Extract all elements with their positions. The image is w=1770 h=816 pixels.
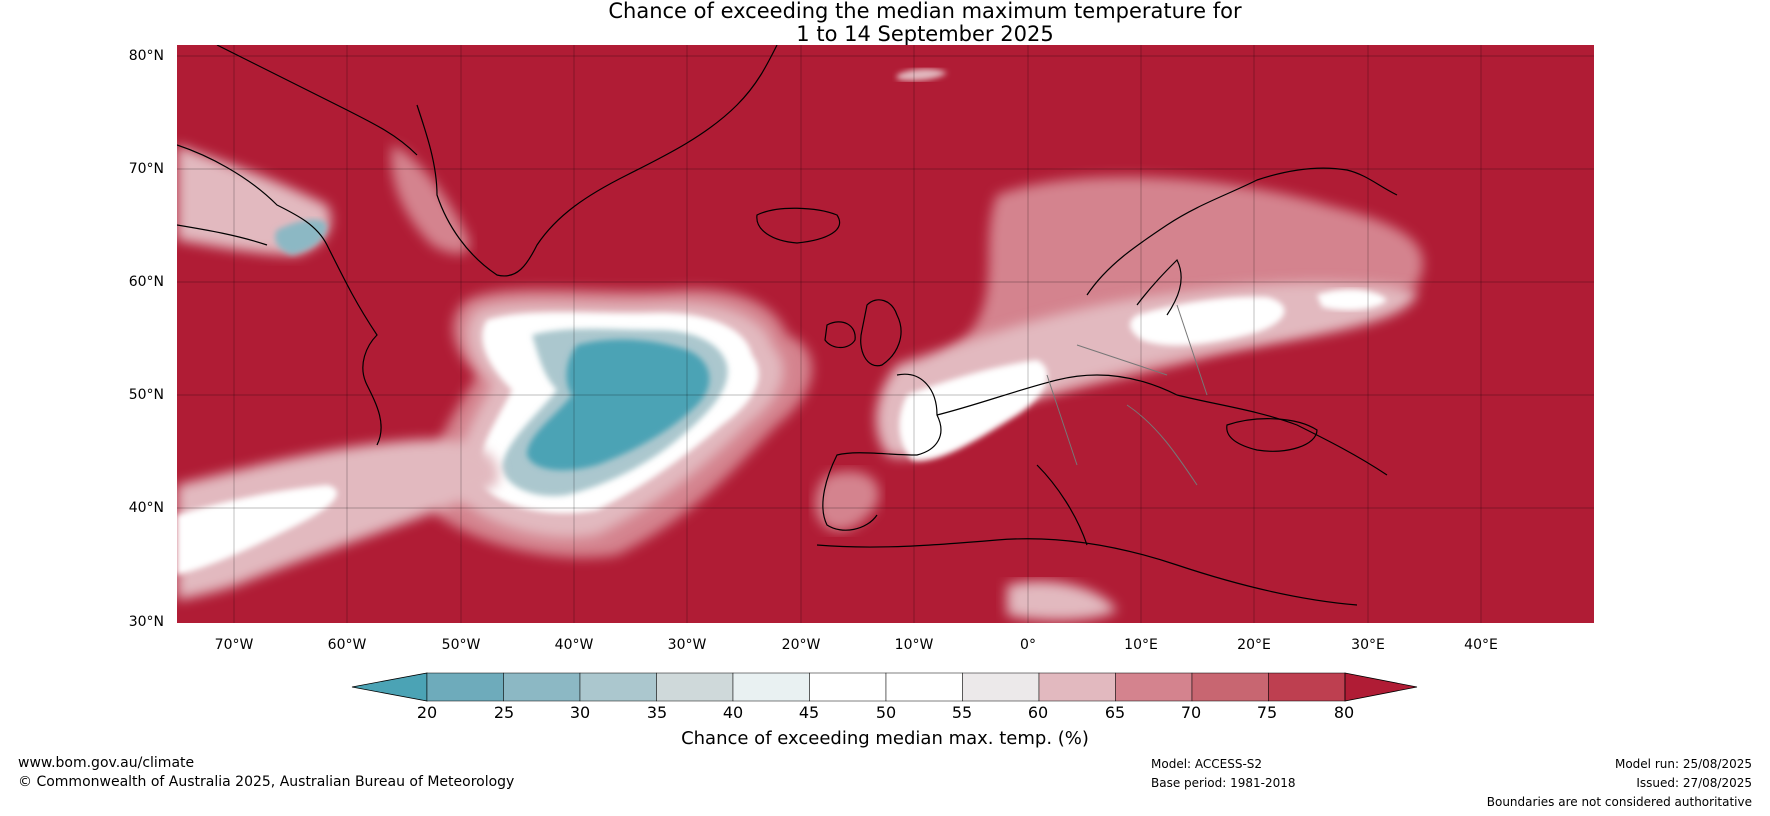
title-line-2: 1 to 14 September 2025 bbox=[796, 22, 1054, 46]
colorbar-segment bbox=[503, 672, 581, 702]
lon-label-60w: 60°W bbox=[327, 637, 367, 653]
map-background bbox=[177, 45, 1594, 623]
colorbar-label: Chance of exceeding median max. temp. (%… bbox=[681, 728, 1089, 749]
colorbar-segment bbox=[1268, 672, 1346, 702]
colorbar-extend-low bbox=[351, 672, 428, 702]
lon-label-20w: 20°W bbox=[781, 637, 821, 653]
colorbar-segment bbox=[1038, 672, 1116, 702]
colorbar-segment bbox=[656, 672, 734, 702]
colorbar-tick-70: 70 bbox=[1180, 703, 1202, 722]
map-title: Chance of exceeding the median maximum t… bbox=[40, 0, 1770, 46]
colorbar-segment bbox=[732, 672, 810, 702]
coastlines bbox=[177, 45, 1398, 606]
colorbar-segment bbox=[962, 672, 1040, 702]
colorbar-segment bbox=[426, 672, 504, 702]
colorbar-extend-high bbox=[1344, 672, 1418, 702]
colorbar-tick-40: 40 bbox=[722, 703, 744, 722]
graticule bbox=[177, 45, 1594, 623]
lon-label-40w: 40°W bbox=[554, 637, 594, 653]
colorbar-tick-25: 25 bbox=[493, 703, 515, 722]
lon-label-70w: 70°W bbox=[214, 637, 254, 653]
colorbar-segment bbox=[579, 672, 657, 702]
colorbar-tick-20: 20 bbox=[416, 703, 438, 722]
colorbar-segment bbox=[809, 672, 887, 702]
lon-label-50w: 50°W bbox=[441, 637, 481, 653]
lat-label-30n: 30°N bbox=[128, 614, 164, 630]
footer-disclaimer: Boundaries are not considered authoritat… bbox=[1486, 795, 1752, 809]
lat-label-50n: 50°N bbox=[128, 387, 164, 403]
colorbar-segment bbox=[1191, 672, 1269, 702]
footer-website: www.bom.gov.au/climate bbox=[18, 755, 195, 771]
lat-label-40n: 40°N bbox=[128, 500, 164, 516]
lat-label-70n: 70°N bbox=[128, 161, 164, 177]
colorbar-tick-80: 80 bbox=[1333, 703, 1355, 722]
colorbar-tick-45: 45 bbox=[798, 703, 820, 722]
probability-shading bbox=[177, 68, 1423, 621]
colorbar-tick-75: 75 bbox=[1256, 703, 1278, 722]
footer-base-period: Base period: 1981-2018 bbox=[1151, 776, 1296, 790]
colorbar-segment bbox=[885, 672, 963, 702]
footer-model: Model: ACCESS-S2 bbox=[1151, 757, 1263, 771]
forecast-map bbox=[177, 45, 1594, 623]
lon-label-10e: 10°E bbox=[1124, 637, 1158, 653]
lat-label-60n: 60°N bbox=[128, 274, 164, 290]
footer-copyright: © Commonwealth of Australia 2025, Austra… bbox=[18, 774, 515, 790]
colorbar-tick-35: 35 bbox=[646, 703, 668, 722]
colorbar-tick-30: 30 bbox=[569, 703, 591, 722]
lon-label-10w: 10°W bbox=[894, 637, 934, 653]
colorbar-tick-65: 65 bbox=[1104, 703, 1126, 722]
colorbar-segment bbox=[1115, 672, 1193, 702]
lon-label-40e: 40°E bbox=[1464, 637, 1498, 653]
colorbar-tick-50: 50 bbox=[875, 703, 897, 722]
country-borders bbox=[1046, 304, 1208, 486]
lon-label-30w: 30°W bbox=[667, 637, 707, 653]
lat-label-80n: 80°N bbox=[128, 48, 164, 64]
footer-issued: Issued: 27/08/2025 bbox=[1636, 776, 1752, 790]
colorbar-tick-55: 55 bbox=[951, 703, 973, 722]
colorbar bbox=[351, 672, 1418, 702]
lon-label-0: 0° bbox=[1020, 637, 1036, 653]
lon-label-20e: 20°E bbox=[1237, 637, 1271, 653]
lon-label-30e: 30°E bbox=[1351, 637, 1385, 653]
footer-model-run: Model run: 25/08/2025 bbox=[1614, 757, 1752, 771]
title-line-1: Chance of exceeding the median maximum t… bbox=[608, 0, 1242, 23]
colorbar-tick-60: 60 bbox=[1027, 703, 1049, 722]
